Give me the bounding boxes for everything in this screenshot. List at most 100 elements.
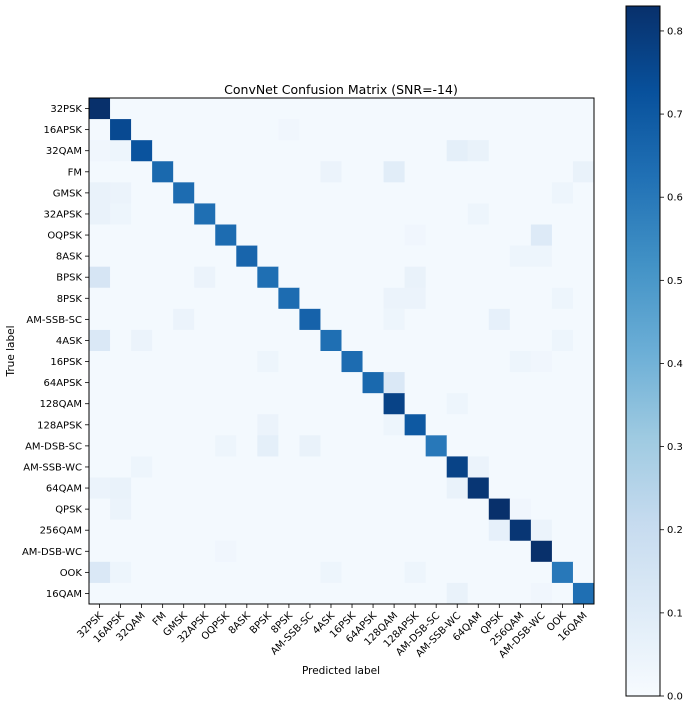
heatmap-cell <box>383 456 406 478</box>
heatmap-cell <box>425 372 448 394</box>
heatmap-cell <box>404 329 427 352</box>
heatmap-cell <box>173 456 195 478</box>
heatmap-cell <box>530 161 553 183</box>
heatmap-cell <box>446 245 469 268</box>
heatmap-cell <box>278 351 300 373</box>
heatmap-cell <box>320 582 342 605</box>
heatmap-cell <box>236 329 258 352</box>
heatmap-cell <box>194 224 216 246</box>
heatmap-cell <box>299 245 321 268</box>
heatmap-cell <box>383 182 406 204</box>
heatmap-cell <box>110 245 132 268</box>
heatmap-cell <box>341 456 363 478</box>
heatmap-cell <box>446 224 469 246</box>
heatmap-cell <box>194 329 216 352</box>
heatmap-cell <box>320 140 342 162</box>
heatmap-cell <box>215 245 237 268</box>
heatmap-cell <box>509 435 532 457</box>
heatmap-cell <box>320 351 342 373</box>
heatmap-cell <box>362 519 384 542</box>
heatmap-cell <box>194 287 216 310</box>
heatmap-cell <box>152 119 174 141</box>
heatmap-cell <box>383 351 406 373</box>
heatmap-cell <box>572 161 595 183</box>
heatmap-cell <box>173 245 195 268</box>
heatmap-cell <box>383 372 406 394</box>
heatmap-cell <box>299 203 321 225</box>
heatmap-cell <box>425 456 448 478</box>
heatmap-cell <box>509 498 532 521</box>
heatmap-cell <box>215 456 237 478</box>
heatmap-cell <box>236 140 258 162</box>
colorbar-tick-label: 0.0 <box>667 692 683 703</box>
heatmap-cell <box>509 98 532 120</box>
heatmap-cell <box>509 582 532 605</box>
heatmap-cell <box>131 456 153 478</box>
heatmap-cell <box>320 540 342 563</box>
y-tick-label: 16APSK <box>43 125 82 136</box>
heatmap-cell <box>89 351 111 373</box>
heatmap-cell <box>509 245 532 268</box>
heatmap-cell <box>257 224 279 246</box>
heatmap-cell <box>299 266 321 289</box>
heatmap-cell <box>152 161 174 183</box>
heatmap-cell <box>257 287 279 310</box>
heatmap-cell <box>551 498 574 521</box>
heatmap-cell <box>278 372 300 394</box>
heatmap-cell <box>194 308 216 331</box>
heatmap-cell <box>509 308 532 331</box>
heatmap-cell <box>467 519 490 542</box>
heatmap-cell <box>173 477 195 499</box>
heatmap-cell <box>467 393 490 415</box>
heatmap-cell <box>110 161 132 183</box>
heatmap-cell <box>572 224 595 246</box>
heatmap-cell <box>341 498 363 521</box>
heatmap-cell <box>383 540 406 563</box>
heatmap-cell <box>320 287 342 310</box>
heatmap-cell <box>299 393 321 415</box>
heatmap-cell <box>278 224 300 246</box>
y-tick-label: 256QAM <box>40 526 82 537</box>
heatmap-cell <box>152 266 174 289</box>
heatmap-cell <box>110 140 132 162</box>
heatmap-cell <box>278 498 300 521</box>
heatmap-cell <box>131 287 153 310</box>
heatmap-cell <box>152 182 174 204</box>
heatmap-cell <box>236 393 258 415</box>
heatmap-cell <box>278 477 300 499</box>
heatmap-cell <box>320 161 342 183</box>
heatmap-cell <box>425 477 448 499</box>
heatmap-cell <box>446 477 469 499</box>
colorbar: 0.0 0.1 0.2 0.3 0.4 0.5 0.6 0.7 0.8 <box>625 5 683 703</box>
colorbar-ticks: 0.0 0.1 0.2 0.3 0.4 0.5 0.6 0.7 0.8 <box>660 26 683 703</box>
heatmap-cell <box>173 519 195 542</box>
y-tick-label: QPSK <box>55 505 82 516</box>
heatmap-cell <box>341 266 363 289</box>
heatmap-cell <box>236 287 258 310</box>
heatmap-cell <box>89 582 111 605</box>
heatmap-cell <box>341 519 363 542</box>
heatmap-cell <box>236 308 258 331</box>
heatmap-cell <box>530 561 553 584</box>
heatmap-cell <box>110 98 132 120</box>
heatmap-cell <box>446 287 469 310</box>
heatmap-cell <box>194 582 216 605</box>
heatmap-cell <box>509 119 532 141</box>
heatmap-cell <box>425 182 448 204</box>
heatmap-cell <box>488 224 511 246</box>
heatmap-cell <box>173 329 195 352</box>
heatmap-cell <box>278 561 300 584</box>
heatmap-cell <box>530 98 553 120</box>
heatmap-cell <box>194 540 216 563</box>
heatmap-cell <box>320 245 342 268</box>
heatmap-cell <box>530 372 553 394</box>
heatmap-cell <box>341 287 363 310</box>
heatmap-cell <box>236 498 258 521</box>
y-tick-label: 32QAM <box>46 146 82 157</box>
heatmap-cell <box>110 540 132 563</box>
heatmap-cell <box>236 414 258 436</box>
heatmap-cell <box>362 582 384 605</box>
heatmap-cell <box>488 498 511 521</box>
heatmap-cell <box>89 329 111 352</box>
